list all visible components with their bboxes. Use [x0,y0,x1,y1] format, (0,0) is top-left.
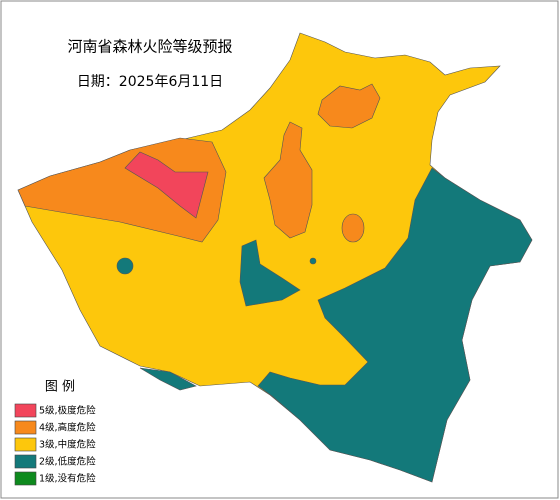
legend-swatch [14,437,37,452]
legend-title: 图 例 [45,380,75,395]
region-low [139,367,197,391]
region-high [341,213,365,243]
legend-swatch [14,403,37,418]
legend-label: 1级,没有危险 [39,473,96,485]
region-high [263,121,313,239]
region-low [239,239,301,307]
legend-label: 2级,低度危险 [39,456,96,468]
legend-swatch [14,454,37,469]
legend-label: 4级,高度危险 [39,422,96,434]
map-date: 日期：2025年6月11日 [77,74,223,90]
legend: 5级,极度危险 4级,高度危险 3级,中度危险 2级,低度危险 1级,没有危险 [14,403,96,486]
region-high [17,137,227,243]
legend-label: 3级,中度危险 [39,439,96,451]
map-title: 河南省森林火险等级预报 [67,38,232,56]
region-extreme [124,151,209,219]
region-low [116,257,134,275]
legend-swatch [14,420,37,435]
region-high [317,83,381,129]
region-low [257,167,533,483]
region-low [309,257,317,265]
legend-swatch [14,471,37,486]
legend-label: 5级,极度危险 [39,405,96,417]
